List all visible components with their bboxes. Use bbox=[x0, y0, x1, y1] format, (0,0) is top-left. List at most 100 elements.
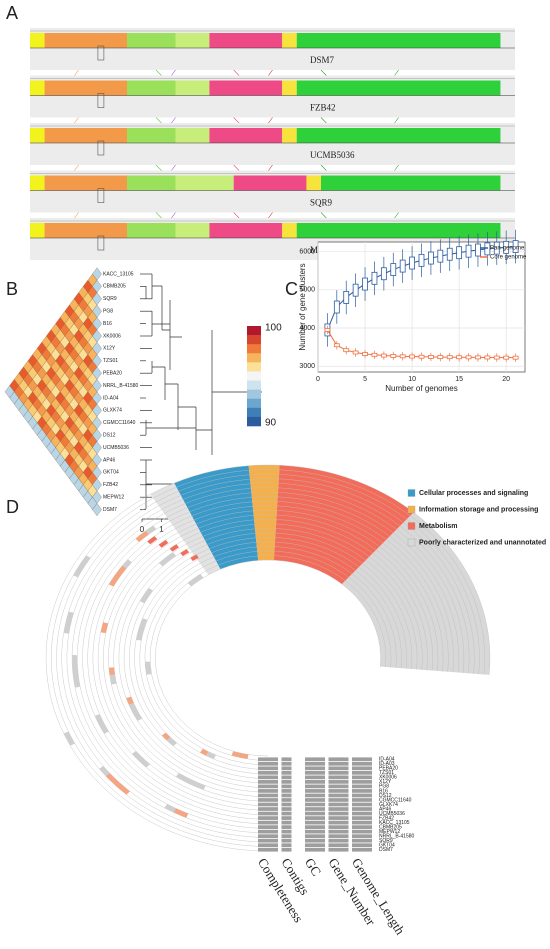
heat-cell bbox=[92, 503, 102, 517]
x-tick-label: 15 bbox=[455, 376, 463, 383]
metric-bar bbox=[352, 770, 372, 775]
metric-bar bbox=[328, 784, 349, 789]
cog-tick bbox=[158, 539, 169, 548]
metric-bar bbox=[258, 784, 278, 789]
box bbox=[380, 267, 387, 281]
synteny-block bbox=[127, 223, 176, 238]
scale-label: 100 bbox=[265, 323, 282, 334]
block-box bbox=[97, 140, 105, 156]
ring bbox=[66, 482, 470, 834]
gene-patch bbox=[145, 666, 152, 675]
metric-bar bbox=[258, 802, 278, 807]
metric-bar bbox=[328, 789, 349, 793]
metric-bar bbox=[258, 757, 278, 762]
metric-bar bbox=[281, 834, 292, 839]
strain-label: FZB42 bbox=[103, 482, 118, 488]
scale-step bbox=[247, 326, 261, 336]
strain-label: SQR9 bbox=[379, 838, 393, 844]
box bbox=[362, 352, 368, 356]
synteny-block bbox=[127, 80, 176, 96]
ring bbox=[113, 523, 423, 793]
metric-bar bbox=[352, 784, 372, 789]
synteny-block bbox=[30, 175, 45, 191]
metric-bar bbox=[352, 780, 372, 784]
metric-bar bbox=[258, 798, 278, 802]
metric-bar bbox=[305, 834, 325, 839]
strain-label: NRRL_B-41580 bbox=[379, 833, 415, 839]
cog-tick bbox=[147, 535, 158, 545]
strain-label: DSM7 bbox=[103, 507, 117, 513]
x-tick-label: 10 bbox=[408, 376, 416, 383]
strain-label: CGMCC11640 bbox=[103, 420, 136, 426]
metric-bar bbox=[352, 757, 372, 762]
metric-bar bbox=[281, 757, 292, 762]
box bbox=[399, 354, 406, 359]
synteny-block bbox=[30, 80, 45, 96]
genome-name: DSM7 bbox=[310, 55, 335, 65]
metric-bar bbox=[328, 843, 349, 848]
gene-patch bbox=[137, 756, 150, 768]
cog-tick bbox=[169, 544, 179, 552]
strain-label: GLXK74 bbox=[103, 408, 122, 414]
metric-bar bbox=[281, 802, 292, 807]
synteny-block bbox=[127, 175, 176, 191]
box bbox=[343, 291, 350, 304]
gene-patch bbox=[100, 622, 109, 634]
metric-bar bbox=[352, 816, 372, 820]
tree-tick-label: 0 bbox=[140, 525, 145, 534]
metric-bar bbox=[328, 838, 349, 843]
scale-step bbox=[247, 389, 261, 400]
metric-bar bbox=[352, 761, 372, 766]
strain-label: CGMCC11640 bbox=[379, 797, 412, 803]
box bbox=[456, 246, 463, 260]
cog-sector bbox=[248, 465, 280, 561]
strain-label: ID-A04 bbox=[379, 757, 395, 763]
genome-name: UCMB5036 bbox=[310, 150, 355, 160]
box bbox=[503, 240, 510, 254]
gene-patch bbox=[136, 624, 146, 641]
strain-label: GKT04 bbox=[103, 470, 119, 476]
box bbox=[493, 241, 500, 255]
block-box bbox=[97, 45, 105, 61]
metric-bar bbox=[328, 770, 349, 775]
metric-bar bbox=[258, 761, 278, 766]
scale-step bbox=[247, 380, 261, 390]
box bbox=[409, 354, 415, 359]
strain-label: CBMB205 bbox=[103, 284, 126, 290]
gene-patch bbox=[108, 565, 127, 587]
metric-bar bbox=[352, 847, 372, 852]
panel-label: D bbox=[6, 497, 19, 517]
ring bbox=[118, 528, 418, 788]
strain-label: FZB42 bbox=[379, 815, 394, 821]
metric-bar bbox=[352, 766, 372, 771]
synteny-block bbox=[233, 175, 307, 191]
metric-bar bbox=[305, 775, 325, 780]
box bbox=[324, 328, 331, 332]
box bbox=[390, 354, 397, 358]
scale-step bbox=[247, 398, 261, 409]
box bbox=[437, 355, 444, 359]
metric-bar bbox=[258, 770, 278, 775]
metric-bar bbox=[258, 834, 278, 839]
strain-label: KACC_13105 bbox=[379, 820, 410, 826]
box bbox=[418, 253, 425, 267]
metric-bar bbox=[281, 816, 292, 820]
block-box bbox=[97, 188, 105, 203]
synteny-block bbox=[296, 80, 501, 96]
synteny-block bbox=[175, 33, 210, 48]
box bbox=[343, 348, 350, 353]
metric-bar bbox=[281, 770, 292, 775]
metric-bar bbox=[281, 847, 292, 852]
synteny-block bbox=[44, 128, 127, 143]
gene-patch bbox=[173, 808, 189, 818]
metric-bar bbox=[281, 789, 292, 793]
strain-label: UCMB5036 bbox=[103, 445, 129, 451]
block-box bbox=[97, 235, 105, 251]
gene-patch bbox=[135, 530, 149, 542]
scale-step bbox=[247, 353, 261, 363]
box bbox=[465, 355, 472, 360]
metric-bar bbox=[305, 820, 325, 825]
cog-sector bbox=[341, 512, 490, 675]
metric-bar bbox=[352, 798, 372, 802]
ring bbox=[134, 541, 402, 775]
